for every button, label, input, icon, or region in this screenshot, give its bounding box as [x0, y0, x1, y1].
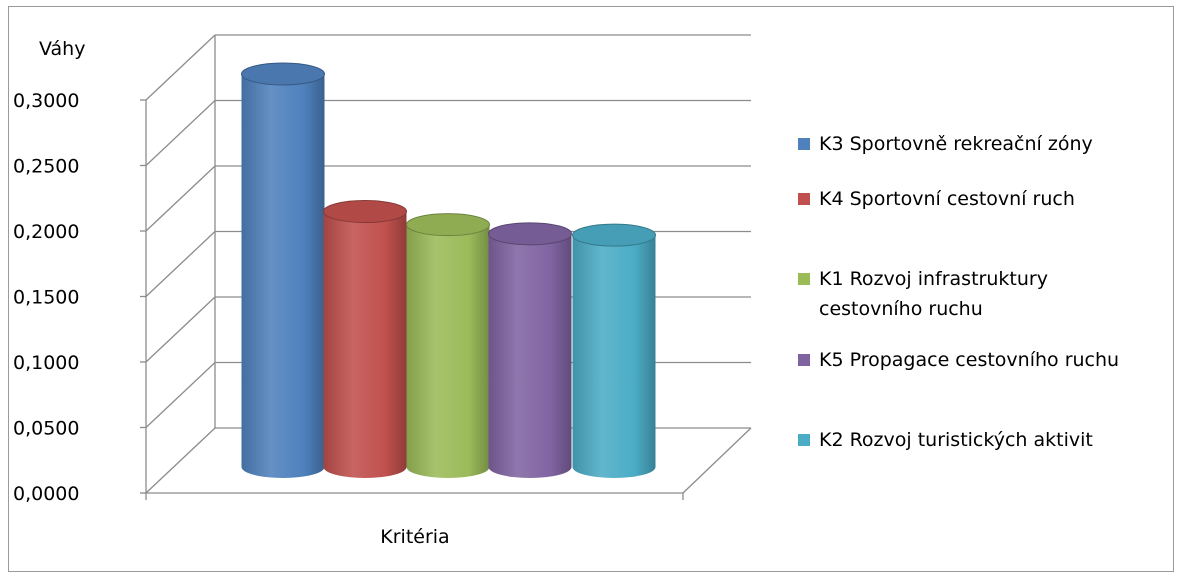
gridline-side: [145, 231, 216, 297]
legend-swatch: [798, 434, 810, 446]
legend-item: K5 Propagace cestovního ruchu: [798, 349, 1119, 371]
legend-item: K3 Sportovně rekreační zóny: [798, 133, 1093, 155]
bar-top: [488, 222, 572, 246]
legend-label: cestovního ruchu: [819, 298, 983, 320]
gridline-side: [145, 427, 216, 494]
bar-cylinder: [323, 200, 407, 479]
bar-body: [241, 74, 325, 479]
y-axis-title: Váhy: [39, 38, 85, 60]
legend-label: K5 Propagace cestovního ruchu: [819, 349, 1119, 371]
legend-swatch: [798, 138, 810, 150]
bar-cylinder: [241, 62, 325, 479]
bar-chart: 0,0000 0,0500 0,1000 0,1500 0,2000 0,2500 0,30…: [13, 34, 1119, 548]
bar-body: [323, 211, 407, 479]
y-tick-label: 0,2500: [13, 156, 79, 178]
bar-body: [488, 233, 572, 479]
bar-body: [406, 224, 490, 479]
y-tick-label: 0,0000: [13, 483, 79, 505]
bar-cylinder: [488, 222, 572, 479]
legend-label: K1 Rozvoj infrastruktury: [819, 268, 1048, 290]
legend-item: K1 Rozvoj infrastruktury cestovního ruchu: [798, 268, 1048, 320]
legend-swatch: [798, 273, 810, 285]
legend-swatch: [798, 354, 810, 366]
gridline-side: [145, 362, 216, 428]
bar-top: [241, 62, 325, 86]
bar-body: [572, 235, 656, 479]
legend-label: K4 Sportovní cestovní ruch: [819, 188, 1075, 210]
y-tick-label: 0,1500: [13, 287, 79, 309]
bar-top: [406, 213, 490, 237]
bar-top: [572, 223, 656, 247]
gridline-side: [145, 296, 216, 363]
y-tick-label: 0,2000: [13, 221, 79, 243]
y-tick-label: 0,3000: [13, 90, 79, 112]
y-tick-label: 0,1000: [13, 352, 79, 374]
legend: K3 Sportovně rekreační zóny K4 Sportovní …: [798, 133, 1119, 451]
floor-right-edge: [682, 427, 752, 494]
bar-top: [323, 200, 407, 224]
x-axis-title: Kritéria: [380, 526, 449, 548]
legend-label: K2 Rozvoj turistických aktivit: [819, 429, 1093, 451]
chart-frame: 0,0000 0,0500 0,1000 0,1500 0,2000 0,2500 0,30…: [8, 6, 1174, 572]
legend-swatch: [798, 193, 810, 205]
legend-label: K3 Sportovně rekreační zóny: [819, 133, 1093, 155]
bar-cylinder: [572, 223, 656, 479]
bars-layer: [241, 62, 656, 479]
bar-cylinder: [406, 213, 490, 479]
gridline-side: [145, 165, 216, 232]
legend-item: K4 Sportovní cestovní ruch: [798, 188, 1075, 210]
axis-layer: [140, 99, 752, 500]
legend-item: K2 Rozvoj turistických aktivit: [798, 429, 1093, 451]
gridline-side: [145, 100, 216, 166]
y-tick-label: 0,0500: [13, 418, 79, 440]
y-tick-labels: 0,0000 0,0500 0,1000 0,1500 0,2000 0,2500 0,30…: [13, 90, 79, 505]
gridline-side: [145, 34, 216, 101]
